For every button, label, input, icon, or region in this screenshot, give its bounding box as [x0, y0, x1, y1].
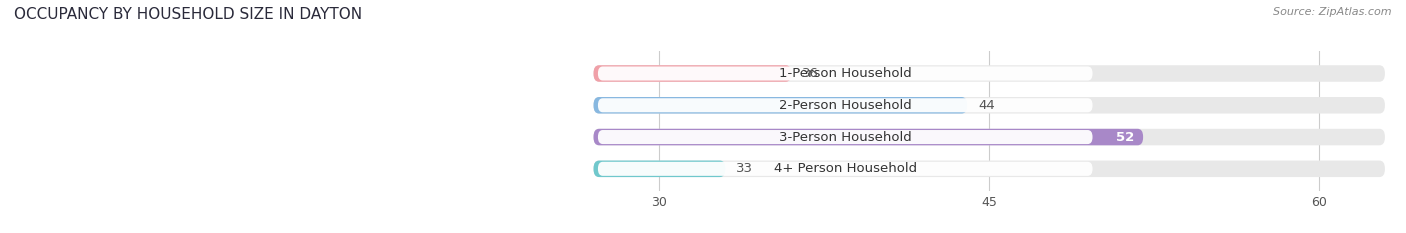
FancyBboxPatch shape: [593, 161, 1385, 177]
Text: OCCUPANCY BY HOUSEHOLD SIZE IN DAYTON: OCCUPANCY BY HOUSEHOLD SIZE IN DAYTON: [14, 7, 363, 22]
Text: 1-Person Household: 1-Person Household: [779, 67, 911, 80]
FancyBboxPatch shape: [598, 98, 1092, 112]
FancyBboxPatch shape: [593, 161, 725, 177]
Text: 52: 52: [1116, 130, 1135, 144]
FancyBboxPatch shape: [593, 65, 1385, 82]
FancyBboxPatch shape: [593, 129, 1143, 145]
Text: 4+ Person Household: 4+ Person Household: [773, 162, 917, 175]
FancyBboxPatch shape: [598, 162, 1092, 176]
FancyBboxPatch shape: [593, 129, 1385, 145]
FancyBboxPatch shape: [598, 66, 1092, 81]
FancyBboxPatch shape: [593, 97, 967, 113]
FancyBboxPatch shape: [593, 65, 792, 82]
Text: 44: 44: [979, 99, 995, 112]
Text: 36: 36: [803, 67, 820, 80]
Text: 2-Person Household: 2-Person Household: [779, 99, 911, 112]
Text: Source: ZipAtlas.com: Source: ZipAtlas.com: [1274, 7, 1392, 17]
FancyBboxPatch shape: [598, 130, 1092, 144]
Text: 3-Person Household: 3-Person Household: [779, 130, 911, 144]
Text: 33: 33: [737, 162, 754, 175]
FancyBboxPatch shape: [593, 97, 1385, 113]
